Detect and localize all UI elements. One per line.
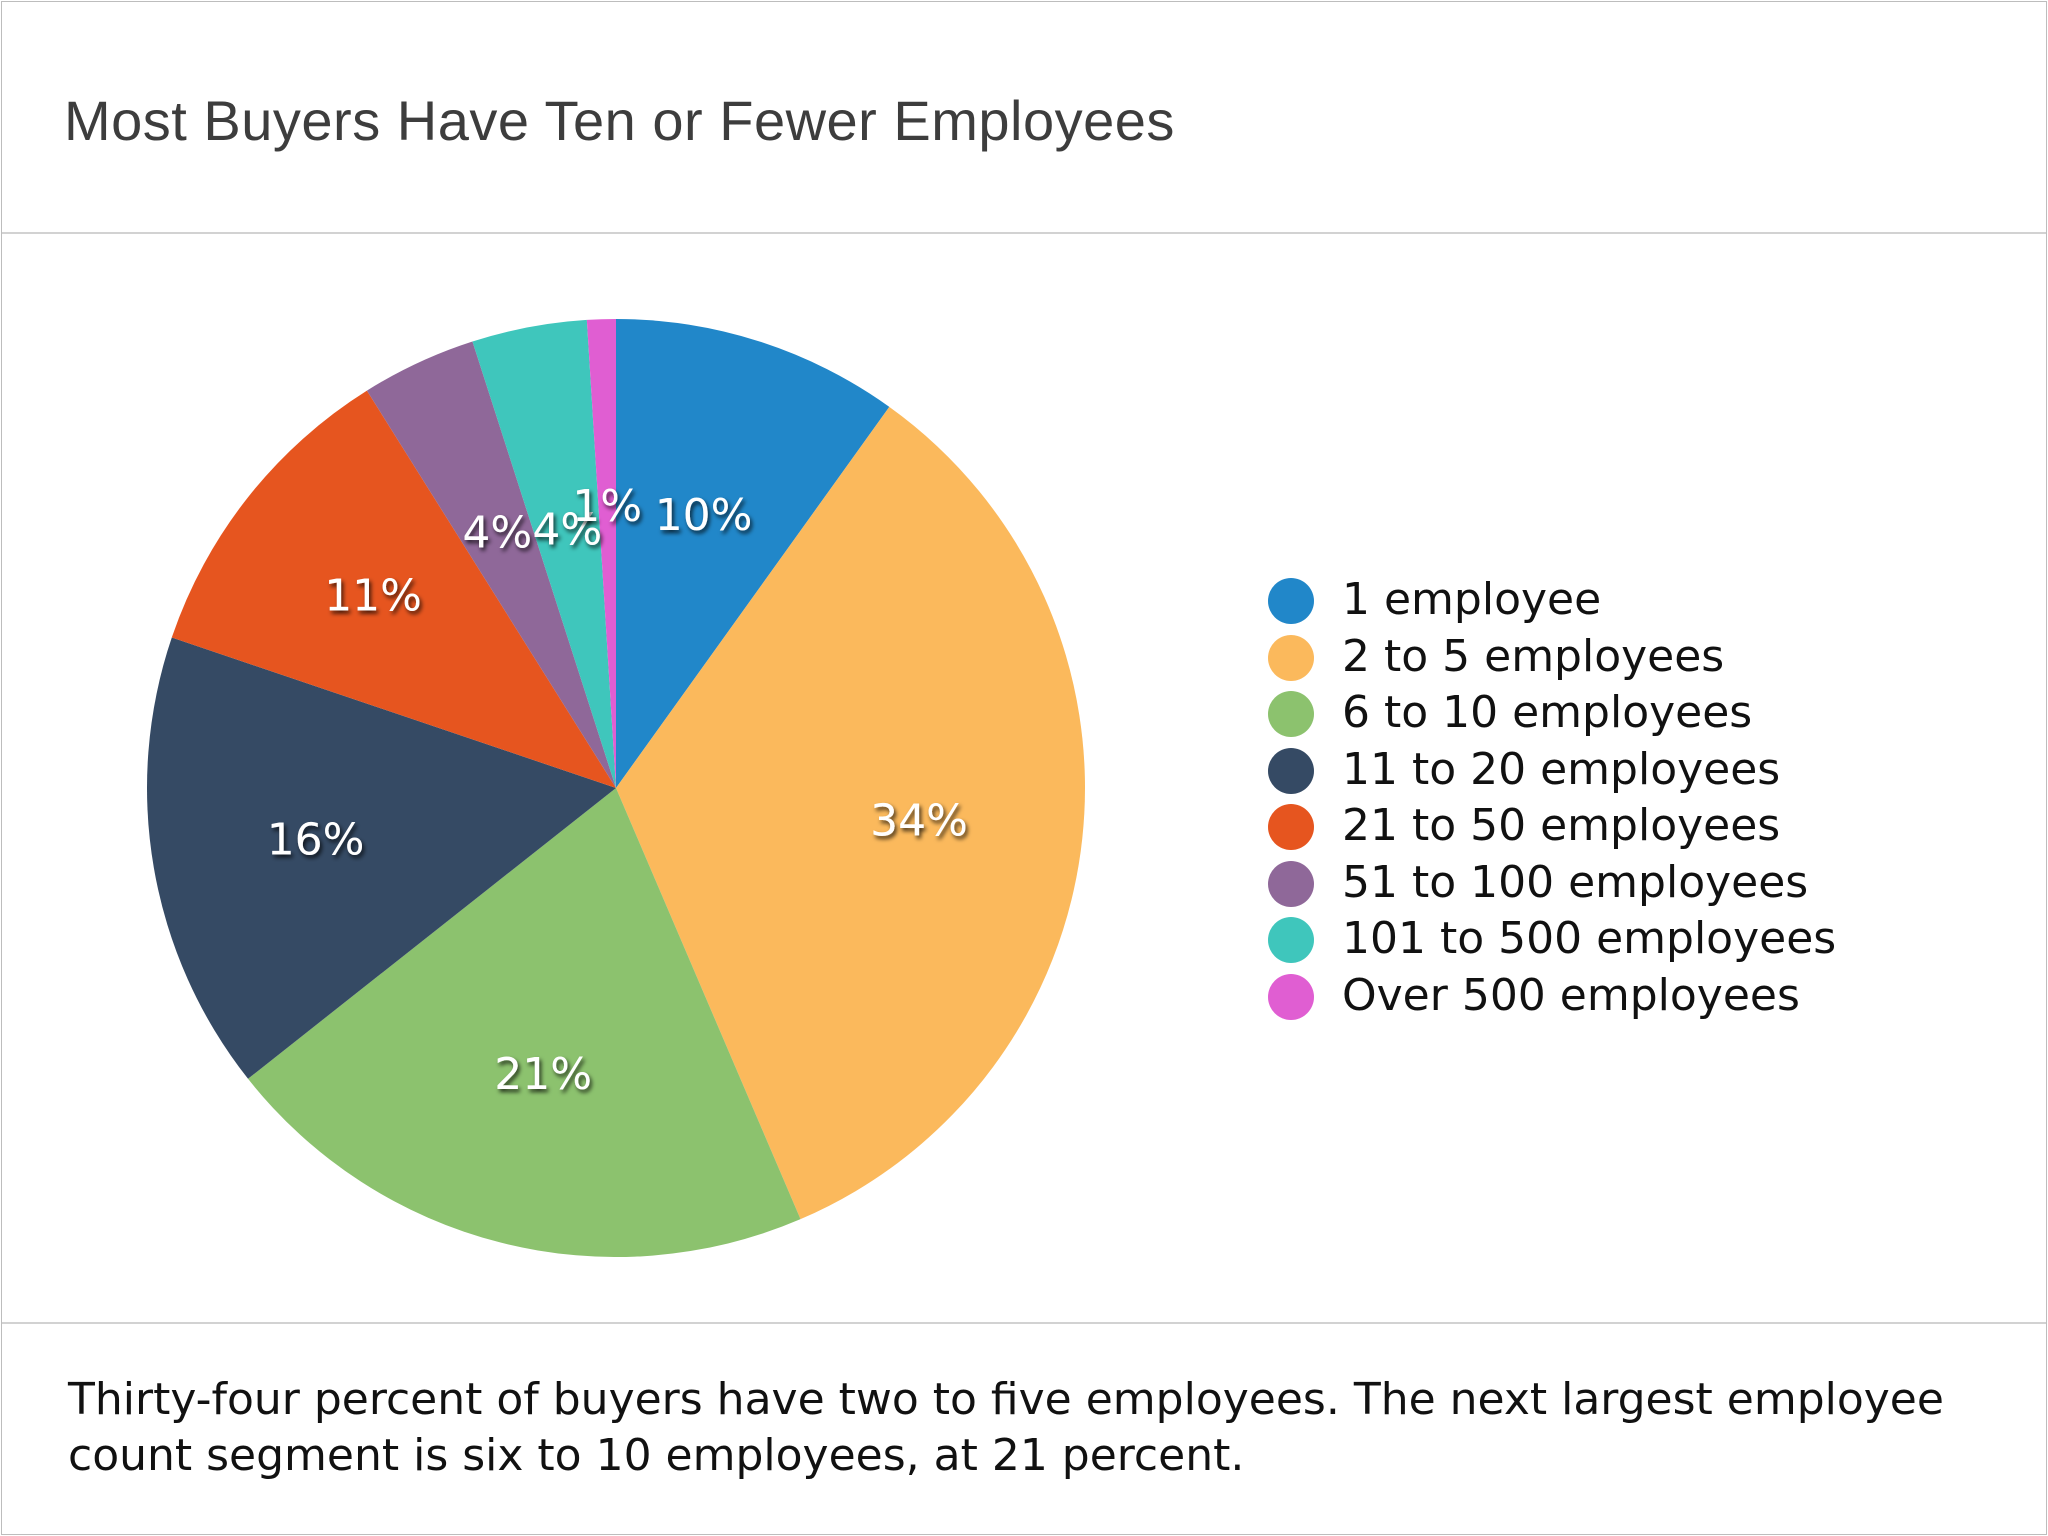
pie-slice-2-to-5-employees bbox=[616, 406, 1086, 1220]
legend-swatch bbox=[1268, 691, 1314, 737]
legend-swatch bbox=[1268, 804, 1314, 850]
legend-label: Over 500 employees bbox=[1342, 969, 1800, 1021]
slice-label-6-to-10-employees: 21% bbox=[494, 1049, 592, 1100]
chart-header: Most Buyers Have Ten or Fewer Employees bbox=[2, 2, 2046, 234]
pie-slice-6-to-10-employees bbox=[248, 788, 801, 1257]
pie-slice-labels: 10%34%21%16%11%4% 4%1% bbox=[267, 481, 968, 1100]
pie-slice-101-to-500-employees bbox=[472, 319, 616, 788]
legend-swatch bbox=[1268, 973, 1314, 1020]
legend-label: 1 employee bbox=[1342, 574, 1602, 625]
pie-slice-51-to-100-employees bbox=[366, 341, 616, 788]
legend-label: 101 to 500 employees bbox=[1342, 913, 1837, 964]
legend-swatch bbox=[1268, 917, 1314, 963]
legend-label: 6 to 10 employees bbox=[1342, 687, 1753, 738]
chart-title: Most Buyers Have Ten or Fewer Employees bbox=[64, 89, 1175, 152]
legend-swatch bbox=[1268, 634, 1314, 681]
legend-label: 11 to 20 employees bbox=[1342, 743, 1781, 795]
chart-footer: Thirty-four percent of buyers have two t… bbox=[2, 1322, 2046, 1536]
slice-label-101-to-500-employees: 4% bbox=[532, 504, 602, 555]
legend-label: 21 to 50 employees bbox=[1342, 800, 1781, 851]
slice-label-51-to-100-employees: 4% bbox=[462, 507, 532, 558]
legend-swatch bbox=[1268, 747, 1314, 794]
slice-label-11-to-20-employees: 16% bbox=[267, 814, 365, 865]
pie-chart: 10%34%21%16%11%4% 4%1% bbox=[146, 319, 1086, 1257]
legend-label: 2 to 5 employees bbox=[1342, 630, 1725, 682]
slice-label-21-to-50-employees: 11% bbox=[324, 571, 422, 622]
slice-label-over-500-employees: 1% bbox=[572, 481, 642, 532]
slice-label-2-to-5-employees: 34% bbox=[870, 796, 968, 847]
pie-slice-11-to-20-employees bbox=[146, 637, 616, 1079]
pie-slice-1-employee bbox=[616, 319, 890, 788]
pie-slice-over-500-employees bbox=[586, 319, 616, 788]
slice-label-1-employee: 10% bbox=[655, 490, 753, 541]
chart-caption: Thirty-four percent of buyers have two t… bbox=[68, 1374, 1944, 1481]
pie-slices bbox=[146, 319, 1086, 1257]
legend-swatch bbox=[1268, 860, 1314, 907]
chart-area: 10% 34% 21% 16% 11% 4% 4% 1% 1 employee 2 to 5 e… bbox=[2, 234, 2046, 1322]
legend-swatch bbox=[1268, 578, 1314, 624]
pie-slice-21-to-50-employees bbox=[171, 390, 616, 788]
legend-label: 51 to 100 employees bbox=[1342, 856, 1809, 908]
